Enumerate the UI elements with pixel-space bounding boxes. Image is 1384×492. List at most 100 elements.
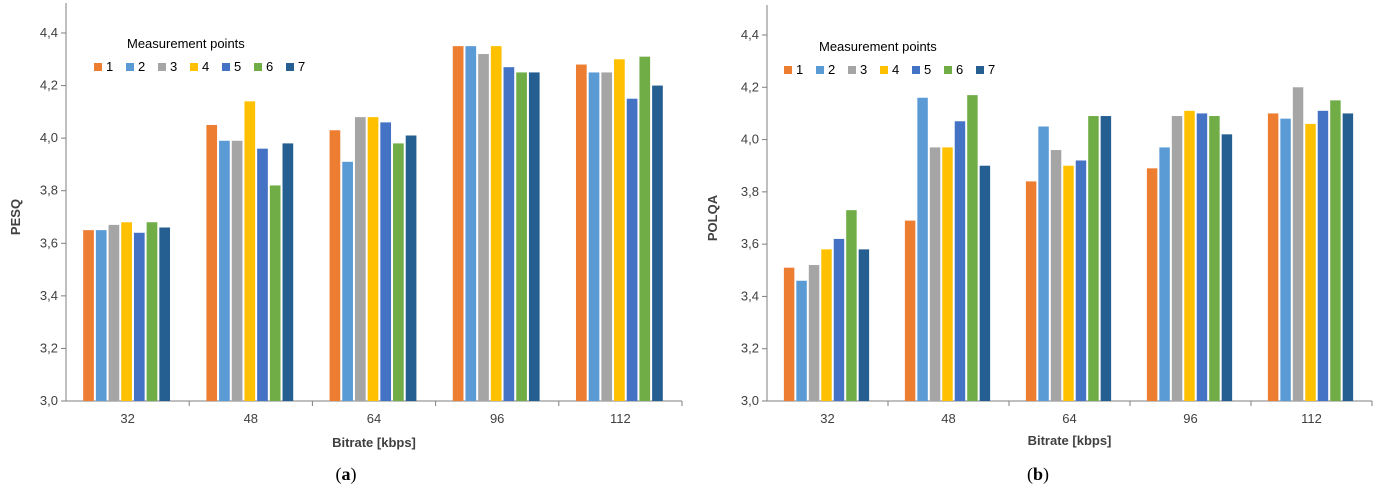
legend-swatch [286,63,294,71]
bar [83,230,94,401]
legend-label: 7 [988,62,995,77]
pesq-bar-chart: 3,03,23,43,63,84,04,24,432 48 64 96 112Bitra… [8,3,683,485]
bar [783,267,795,401]
bar [1100,116,1112,402]
y-axis-title: PESQ [8,199,23,235]
bar [1063,165,1074,401]
y-tick-label: 4,0 [741,132,759,147]
caption-open: ( [336,464,342,485]
bar [1025,181,1037,401]
bar [490,46,502,402]
legend-label: 7 [298,59,305,74]
bar [121,222,132,401]
bar [159,227,171,401]
legend-swatch [816,66,824,74]
legend-swatch [784,66,792,74]
bar [796,280,807,401]
legend-label: 3 [860,62,867,77]
bar [967,95,978,401]
bar [257,148,268,401]
bar [146,222,158,401]
bar [929,147,941,401]
bar [1209,116,1220,402]
bar [1280,118,1291,402]
y-tick-label: 4,2 [40,78,58,93]
bar [133,232,145,401]
legend-label: 4 [202,59,209,74]
legend-swatch [976,66,984,74]
bar [1342,113,1354,401]
y-axis-title: POLQA [705,194,720,241]
legend-label: 6 [266,59,273,74]
caption-letter: a [342,464,351,484]
bar [1038,126,1049,401]
y-tick-label: 3,2 [40,340,58,355]
x-axis-title: Bitrate [kbps] [332,435,416,450]
bar [588,72,600,401]
y-tick-label: 3,6 [40,235,58,250]
bar [917,97,928,401]
bar [904,220,916,401]
bar [478,54,489,402]
caption-close: ) [1043,464,1049,485]
bar [652,85,663,402]
legend-swatch [222,63,230,71]
legend-title: Measurement points [819,39,937,54]
bar [405,135,417,401]
y-tick-label: 4,0 [40,130,58,145]
legend-swatch [158,63,166,71]
bar [575,64,587,402]
bar [393,143,404,401]
bar [244,101,256,401]
x-tick-label: 112 [1301,411,1322,426]
bar [1088,116,1099,402]
y-tick-label: 3,8 [741,184,759,199]
x-tick-label: 48 [244,411,258,426]
legend-swatch [94,63,102,71]
bar [833,238,845,401]
legend-label: 5 [234,59,241,74]
bar [601,72,613,401]
bar [614,59,625,402]
legend-title: Measurement points [127,36,245,51]
legend-label: 1 [106,59,113,74]
legend-label: 3 [170,59,177,74]
bar [269,185,281,401]
x-tick-label: 96 [1183,411,1197,426]
x-tick-label: 96 [490,411,504,426]
bar [942,147,953,401]
x-tick-label: 64 [367,411,381,426]
legend-swatch [912,66,920,74]
y-tick-label: 4,2 [741,79,759,94]
bar [954,121,966,402]
caption-open: ( [1027,464,1033,485]
y-tick-label: 3,8 [40,183,58,198]
chart-panel-b: 3,0 3,2 3,4 3,6 3,8 4,0 4,2 4,4 32 48 64 96 112 Bitra… [692,0,1384,492]
legend-swatch [880,66,888,74]
bar [1267,113,1279,401]
legend-label: 2 [138,59,145,74]
bar [367,117,379,401]
bar [1317,110,1329,402]
panel-caption: (b) [1027,464,1049,485]
bar [639,56,651,402]
bar [1184,110,1195,402]
y-tick-label: 4,4 [741,27,759,42]
bar [465,46,477,402]
legend-swatch [190,63,198,71]
bar [858,249,870,401]
x-tick-label: 32 [120,411,134,426]
legend-label: 1 [796,62,803,77]
legend-label: 2 [828,62,835,77]
legend-swatch [848,66,856,74]
bar [231,140,243,401]
x-tick-label: 112 [610,411,631,426]
bar [354,117,366,401]
y-tick-label: 3,4 [40,288,58,303]
bar [1159,147,1170,401]
x-axis-title: Bitrate [kbps] [1028,433,1112,448]
bar [219,140,230,401]
bar [1050,150,1062,401]
bar [1221,134,1233,402]
polqa-bar-chart: 3,03,23,43,63,84,04,24,432 48 64 96 112Bitra… [705,5,1373,485]
